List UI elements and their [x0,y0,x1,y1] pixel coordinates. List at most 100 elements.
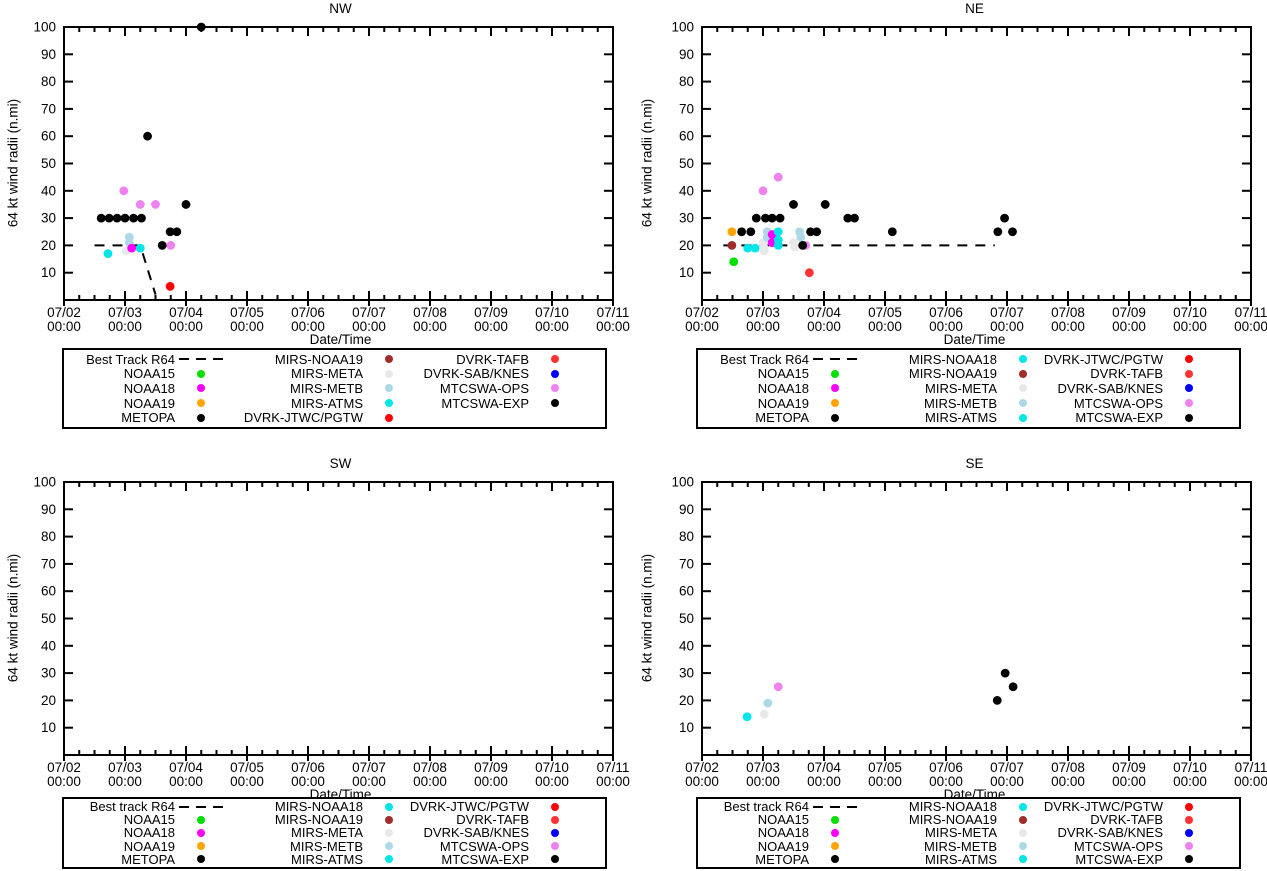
y-axis [65,481,612,729]
data-point [750,243,760,253]
legend-item: MTCSWA-OPS [1037,839,1203,854]
data-point [119,186,129,196]
legend-label: DVRK-JTWC/PGTW [243,410,363,426]
data-point [843,213,853,223]
data-point [1000,668,1010,678]
legend-item: NOAA19 [701,396,849,411]
legend-column: MIRS-NOAA18 MIRS-NOAA19 MIRS-META MIRS-METB… [849,352,1037,425]
dot-marker-icon [363,413,403,422]
legend-item: NOAA15 [67,366,215,382]
scatter-plot-se: 07/0200:0007/0300:0007/0400:0007/0500:00… [671,475,1267,790]
legend-label: MIRS-ATMS [925,851,997,867]
y-axis [703,481,1250,729]
svg-text:07/10: 07/10 [535,305,569,320]
legend-label: NOAA19 [123,838,175,854]
svg-text:07/05: 07/05 [868,305,902,320]
svg-text:50: 50 [41,611,56,626]
scatter-plot-sw: 07/0200:0007/0300:0007/0400:0007/0500:00… [33,475,630,790]
svg-text:00:00: 00:00 [807,319,841,334]
legend-label: NOAA15 [123,366,175,382]
svg-text:10: 10 [41,720,56,735]
scatter-plot-ne: 07/0200:0007/0300:0007/0400:0007/0500:00… [671,20,1267,335]
data-point [135,243,145,253]
legend-column: MIRS-NOAA18 MIRS-NOAA19 MIRS-META MIRS-METB… [215,799,403,867]
svg-text:00:00: 00:00 [929,774,963,789]
svg-text:30: 30 [41,211,56,226]
panel-nw: NW 64 kt wind radii (n.mi) 07/02 00:00 07/… [0,0,633,445]
legend-item: MIRS-ATMS [849,410,1037,425]
series-noaa15 [729,257,739,267]
x-axis-label: Date/Time [943,332,1006,347]
svg-text:00:00: 00:00 [47,319,81,334]
svg-text:00:00: 00:00 [108,774,142,789]
legend-item: NOAA19 [67,838,215,854]
svg-text:00:00: 00:00 [1051,774,1085,789]
dot-marker-icon [175,384,215,393]
dot-marker-icon [363,802,403,811]
legend-item: MIRS-METB [215,381,403,396]
dot-marker-icon [175,815,215,824]
dash-line-marker-icon [175,805,223,808]
data-point [790,242,800,252]
svg-text:00:00: 00:00 [1112,774,1146,789]
panel-title-sw: SW [329,456,352,471]
legend-label: NOAA15 [757,366,809,382]
legend-column: MIRS-NOAA19 MIRS-META MIRS-METB MIRS-ATMS DV… [215,352,403,425]
svg-text:00:00: 00:00 [1112,319,1146,334]
svg-text:30: 30 [679,211,694,226]
svg-text:07/09: 07/09 [474,305,508,320]
data-point [1000,213,1009,223]
svg-text:40: 40 [41,638,56,653]
data-point [742,712,752,722]
legend-label: NOAA19 [757,395,809,411]
data-point [812,227,822,237]
dot-marker-icon [809,842,849,851]
svg-text:100: 100 [33,475,56,490]
legend-item: MTCSWA-OPS [403,381,569,396]
svg-text:07/11: 07/11 [597,760,630,775]
legend-label: DVRK-TAFB [456,812,529,828]
legend-item: DVRK-JTWC/PGTW [403,799,569,814]
legend-column: DVRK-JTWC/PGTW DVRK-TAFB DVRK-SAB/KNES MTCS… [1037,352,1203,425]
panel-title-se: SE [965,456,984,471]
legend-label: MTCSWA-EXP [441,395,529,411]
legend-label: NOAA18 [757,380,809,396]
svg-text:90: 90 [679,502,694,517]
legend-label: DVRK-SAB/KNES [1057,825,1163,841]
legend-label: MIRS-ATMS [925,410,997,426]
legend-label: DVRK-JTWC/PGTW [1043,351,1163,367]
legend-label: MIRS-METB [290,838,363,854]
series-mtcswa-ops [119,186,176,250]
legend-label: DVRK-TAFB [1090,812,1163,828]
svg-text:60: 60 [679,129,694,144]
dot-marker-icon [529,855,569,864]
svg-text:00:00: 00:00 [596,774,630,789]
data-point [759,246,769,256]
legend-label: MTCSWA-OPS [439,838,529,854]
data-point [992,696,1002,705]
dot-marker-icon [175,399,215,408]
svg-text:00:00: 00:00 [685,774,719,789]
legend-item: DVRK-SAB/KNES [403,366,569,381]
legend-label: MIRS-NOAA19 [274,812,363,828]
legend-column: MIRS-NOAA18 MIRS-NOAA19 MIRS-META MIRS-METB… [849,799,1037,867]
legend-item: MTCSWA-EXP [1037,410,1203,425]
svg-text:07/10: 07/10 [1173,305,1207,320]
legend-item: MIRS-NOAA18 [849,799,1037,814]
data-points [727,172,1017,278]
data-points [742,668,1018,722]
svg-text:70: 70 [679,101,694,116]
dot-marker-icon [997,802,1037,811]
legend-label: NOAA15 [123,812,175,828]
svg-text:00:00: 00:00 [929,319,963,334]
dot-marker-icon [529,355,569,364]
x-axis-label: Date/Time [309,332,372,347]
svg-text:60: 60 [41,584,56,599]
svg-text:07/06: 07/06 [291,305,325,320]
data-point [104,213,114,223]
svg-text:90: 90 [41,47,56,62]
legend-item: METOPA [701,410,849,425]
dot-marker-icon [1163,355,1203,364]
svg-text:90: 90 [41,502,56,517]
